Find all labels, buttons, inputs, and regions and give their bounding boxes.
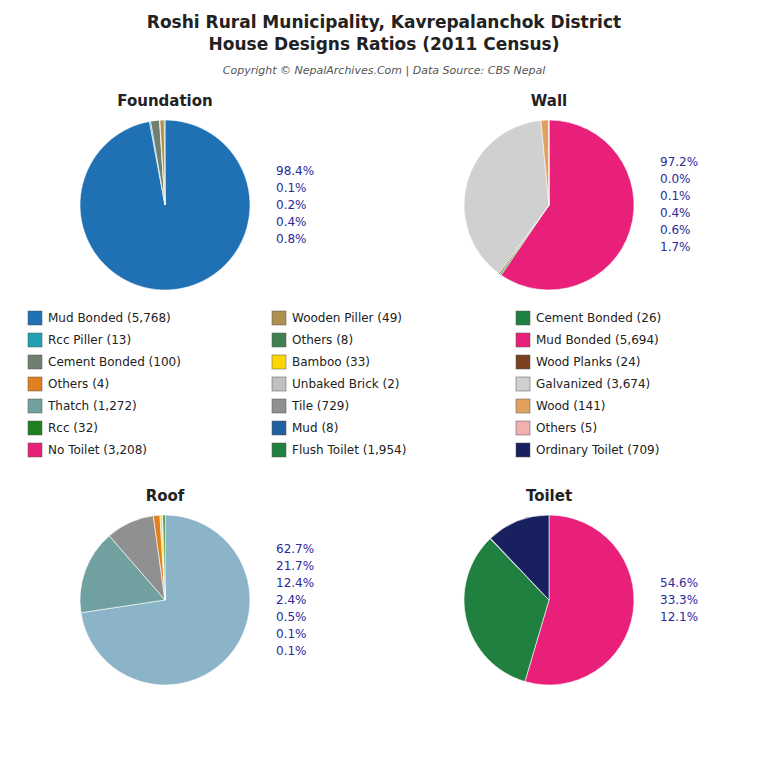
- legend-swatch: [516, 377, 530, 391]
- pie-annotation: 0.4%: [660, 206, 691, 220]
- legend-swatch: [28, 443, 42, 457]
- legend-swatch: [272, 355, 286, 369]
- pie-annotation: 12.1%: [660, 610, 698, 624]
- pie-chart: Roof 62.7% 21.7% 12.4% 2.4% 0.5% 0.1% 0.1%: [80, 487, 314, 685]
- pie-slice: [541, 120, 549, 205]
- legend-label: No Toilet (3,208): [48, 443, 147, 457]
- pie-annotation: 33.3%: [660, 593, 698, 607]
- subtitle: Copyright © NepalArchives.Com | Data Sou…: [223, 64, 545, 77]
- pie-chart: Foundation 98.4% 0.1% 0.2% 0.4% 0.8%: [80, 92, 314, 290]
- pie-annotation: 62.7%: [276, 542, 314, 556]
- pie-annotation: 12.4%: [276, 576, 314, 590]
- legend-label: Bamboo (33): [292, 355, 370, 369]
- pie-slice: [491, 515, 549, 600]
- pie-annotation: 0.0%: [660, 172, 691, 186]
- title-line: House Designs Ratios (2011 Census): [209, 34, 560, 54]
- legend-label: Wood Planks (24): [536, 355, 640, 369]
- pie-title: Foundation: [117, 92, 212, 110]
- pie-annotation: 21.7%: [276, 559, 314, 573]
- legend-swatch: [516, 421, 530, 435]
- legend-swatch: [28, 333, 42, 347]
- pie-chart: Toilet 54.6% 33.3% 12.1%: [464, 487, 698, 685]
- pie-slice: [153, 515, 165, 600]
- legend-swatch: [516, 333, 530, 347]
- pie-slice: [464, 120, 549, 273]
- legend-label: Cement Bonded (26): [536, 311, 661, 325]
- pie-annotation: 0.1%: [276, 644, 307, 658]
- pie-annotation: 1.7%: [660, 240, 691, 254]
- pie-slice: [164, 120, 166, 205]
- pie-annotation: 0.5%: [276, 610, 307, 624]
- legend-label: Flush Toilet (1,954): [292, 443, 406, 457]
- legend-label: Rcc (32): [48, 421, 98, 435]
- pie-annotation: 97.2%: [660, 155, 698, 169]
- legend-swatch: [516, 399, 530, 413]
- legend-swatch: [28, 355, 42, 369]
- legend-label: Mud Bonded (5,694): [536, 333, 659, 347]
- pie-slice: [151, 120, 165, 205]
- pie-slice: [163, 515, 165, 600]
- legend-label: Others (4): [48, 377, 109, 391]
- legend-swatch: [516, 443, 530, 457]
- legend-swatch: [516, 355, 530, 369]
- legend-label: Others (8): [292, 333, 353, 347]
- pie-chart: Wall 97.2% 0.0% 0.1% 0.4% 0.6% 1.7%: [464, 92, 698, 290]
- legend-swatch: [516, 311, 530, 325]
- pie-annotation: 0.1%: [276, 627, 307, 641]
- legend-swatch: [272, 311, 286, 325]
- pie-title: Toilet: [526, 487, 572, 505]
- legend-label: Mud Bonded (5,768): [48, 311, 171, 325]
- legend-label: Rcc Piller (13): [48, 333, 131, 347]
- legend-label: Tile (729): [291, 399, 349, 413]
- legend-swatch: [272, 421, 286, 435]
- pie-slice: [80, 120, 250, 290]
- legend-swatch: [28, 311, 42, 325]
- legend-label: Unbaked Brick (2): [292, 377, 400, 391]
- pie-slice: [548, 120, 549, 205]
- title: Roshi Rural Municipality, Kavrepalanchok…: [147, 12, 621, 54]
- pie-annotation: 2.4%: [276, 593, 307, 607]
- pie-annotation: 0.8%: [276, 232, 307, 246]
- pie-slice: [162, 515, 165, 600]
- pie-annotation: 0.4%: [276, 215, 307, 229]
- legend-label: Thatch (1,272): [47, 399, 137, 413]
- legend-swatch: [272, 443, 286, 457]
- legend-swatch: [28, 399, 42, 413]
- legend-label: Wooden Piller (49): [292, 311, 402, 325]
- chart-root: Roshi Rural Municipality, Kavrepalanchok…: [0, 0, 768, 768]
- legend-swatch: [272, 333, 286, 347]
- pie-annotation: 0.2%: [276, 198, 307, 212]
- legend-swatch: [272, 377, 286, 391]
- pie-slice: [160, 120, 165, 205]
- legend: Mud Bonded (5,768) Wooden Piller (49) Ceme…: [28, 311, 661, 458]
- pie-slice: [160, 515, 165, 600]
- legend-swatch: [28, 377, 42, 391]
- legend-label: Galvanized (3,674): [536, 377, 650, 391]
- legend-label: Ordinary Toilet (709): [536, 443, 659, 457]
- legend-label: Others (5): [536, 421, 597, 435]
- legend-label: Wood (141): [536, 399, 606, 413]
- pie-slice: [160, 120, 165, 205]
- background: [0, 0, 768, 768]
- legend-label: Mud (8): [292, 421, 338, 435]
- pie-annotation: 98.4%: [276, 164, 314, 178]
- pie-slice: [109, 516, 165, 600]
- pie-annotation: 0.1%: [660, 189, 691, 203]
- pie-title: Roof: [146, 487, 185, 505]
- title-line: Roshi Rural Municipality, Kavrepalanchok…: [147, 12, 621, 32]
- pie-annotation: 0.1%: [276, 181, 307, 195]
- pie-title: Wall: [531, 92, 567, 110]
- legend-swatch: [28, 421, 42, 435]
- pie-slice: [81, 515, 250, 685]
- pie-slice: [163, 515, 165, 600]
- legend-swatch: [272, 399, 286, 413]
- legend-label: Cement Bonded (100): [48, 355, 181, 369]
- pie-annotation: 0.6%: [660, 223, 691, 237]
- pie-annotation: 54.6%: [660, 576, 698, 590]
